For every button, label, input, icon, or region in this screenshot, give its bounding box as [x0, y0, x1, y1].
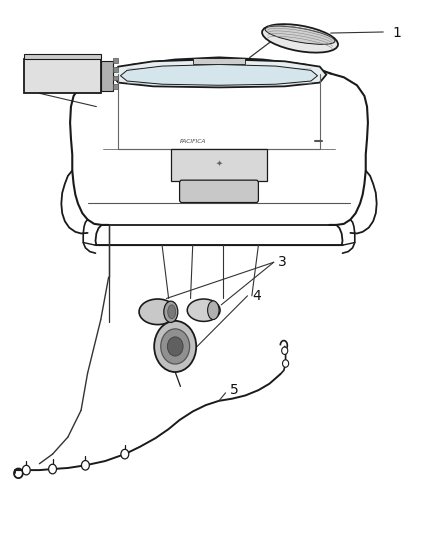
Bar — [24, 54, 101, 59]
Ellipse shape — [265, 26, 335, 44]
Text: 1: 1 — [392, 26, 401, 40]
Ellipse shape — [168, 305, 176, 319]
Ellipse shape — [164, 301, 178, 322]
Polygon shape — [120, 64, 318, 85]
Ellipse shape — [262, 24, 338, 53]
Circle shape — [121, 449, 129, 459]
Circle shape — [161, 329, 190, 364]
Circle shape — [283, 360, 289, 367]
Ellipse shape — [139, 299, 176, 325]
Text: 5: 5 — [230, 383, 239, 397]
Bar — [113, 67, 118, 71]
Text: 2: 2 — [107, 67, 116, 80]
Bar — [171, 149, 267, 181]
Circle shape — [49, 464, 57, 474]
Bar — [113, 76, 118, 80]
Ellipse shape — [187, 299, 220, 321]
Text: 3: 3 — [278, 255, 287, 269]
Bar — [113, 84, 118, 89]
Circle shape — [154, 321, 196, 372]
Bar — [193, 58, 245, 64]
Text: PACIFICA: PACIFICA — [180, 139, 206, 144]
Polygon shape — [112, 59, 326, 87]
Bar — [24, 59, 101, 93]
Bar — [101, 61, 113, 91]
Text: 4: 4 — [252, 289, 261, 303]
Circle shape — [81, 461, 89, 470]
Circle shape — [22, 465, 30, 475]
Text: ✦: ✦ — [215, 158, 223, 167]
Circle shape — [282, 347, 288, 354]
FancyBboxPatch shape — [180, 180, 258, 203]
Ellipse shape — [208, 301, 219, 320]
Bar — [113, 58, 118, 63]
Circle shape — [167, 337, 183, 356]
